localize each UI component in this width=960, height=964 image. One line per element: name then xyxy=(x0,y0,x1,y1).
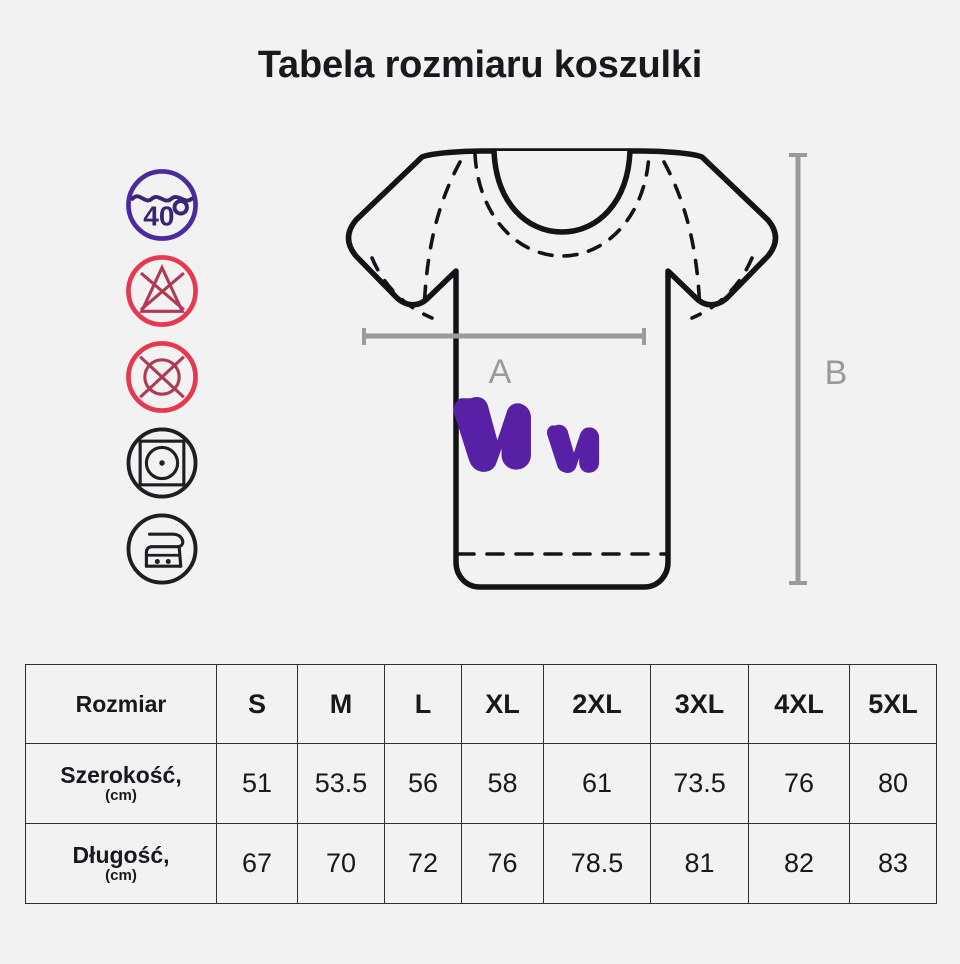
svg-text:40: 40 xyxy=(143,200,174,231)
dimension-b-label: B xyxy=(825,354,848,392)
cell-width-2xl: 61 xyxy=(543,743,651,824)
iron-medium-icon xyxy=(126,513,198,585)
header-size-s: S xyxy=(216,664,298,744)
care-instructions-panel: 40 xyxy=(123,166,203,596)
page-title: Tabela rozmiaru koszulki xyxy=(257,44,703,86)
dimension-b-arrow: B xyxy=(789,153,848,585)
tshirt-illustration: A B xyxy=(345,148,848,590)
row-label-width: Szerokość, (cm) xyxy=(25,743,217,824)
dimension-a-label: A xyxy=(489,353,512,391)
header-size-4xl: 4XL xyxy=(748,664,850,744)
table-header-row: Rozmiar S M L XL 2XL 3XL 4XL 5XL xyxy=(25,664,937,744)
cell-width-l: 56 xyxy=(384,743,462,824)
shirt-stitching-dashes xyxy=(370,152,754,556)
table-row-width: Szerokość, (cm) 51 53.5 56 58 61 73.5 76… xyxy=(25,743,937,824)
cell-width-m: 53.5 xyxy=(297,743,385,824)
header-size-5xl: 5XL xyxy=(849,664,937,744)
cell-length-4xl: 82 xyxy=(748,823,850,904)
size-table-container: Rozmiar S M L XL 2XL 3XL 4XL 5XL Szeroko… xyxy=(25,664,937,904)
cell-length-s: 67 xyxy=(216,823,298,904)
header-size-xl: XL xyxy=(461,664,544,744)
cell-width-3xl: 73.5 xyxy=(650,743,749,824)
cell-width-xl: 58 xyxy=(461,743,544,824)
cell-length-5xl: 83 xyxy=(849,823,937,904)
table-row-length: Długość, (cm) 67 70 72 76 78.5 81 82 83 xyxy=(25,823,937,904)
cell-length-l: 72 xyxy=(384,823,462,904)
cell-length-3xl: 81 xyxy=(650,823,749,904)
row-label-length-unit: (cm) xyxy=(105,867,137,885)
cell-width-s: 51 xyxy=(216,743,298,824)
row-label-width-text: Szerokość, xyxy=(60,761,182,788)
wash-40-icon: 40 xyxy=(126,169,198,241)
cell-length-xl: 76 xyxy=(461,823,544,904)
size-table: Rozmiar S M L XL 2XL 3XL 4XL 5XL Szeroko… xyxy=(25,664,937,904)
header-size-3xl: 3XL xyxy=(650,664,749,744)
header-rozmiar: Rozmiar xyxy=(25,664,217,744)
brand-logo-ww xyxy=(453,396,600,474)
header-size-l: L xyxy=(384,664,462,744)
header-size-m: M xyxy=(297,664,385,744)
shirt-outline xyxy=(345,148,779,590)
tumble-dry-low-icon xyxy=(126,427,198,499)
header-size-2xl: 2XL xyxy=(543,664,651,744)
row-label-length: Długość, (cm) xyxy=(25,823,217,904)
row-label-width-unit: (cm) xyxy=(105,787,137,805)
cell-width-4xl: 76 xyxy=(748,743,850,824)
do-not-dry-clean-icon xyxy=(126,341,198,413)
cell-width-5xl: 80 xyxy=(849,743,937,824)
dimension-a-arrow: A xyxy=(362,328,646,391)
cell-length-m: 70 xyxy=(297,823,385,904)
cell-length-2xl: 78.5 xyxy=(543,823,651,904)
do-not-bleach-icon xyxy=(126,255,198,327)
row-label-length-text: Długość, xyxy=(72,841,170,868)
